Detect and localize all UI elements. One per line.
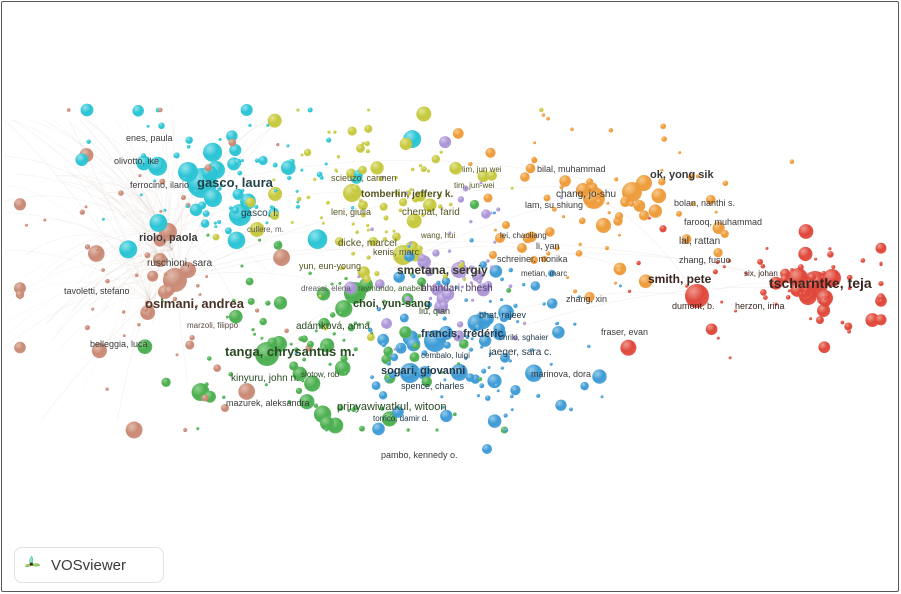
svg-text:mazurek, aleksandra: mazurek, aleksandra — [226, 398, 310, 408]
svg-text:bhandari, bhesh: bhandari, bhesh — [421, 283, 493, 294]
svg-text:kenis, marc: kenis, marc — [373, 247, 420, 257]
svg-text:yun, eun-young: yun, eun-young — [299, 261, 361, 271]
svg-text:raymundo, anabela: raymundo, anabela — [358, 284, 427, 293]
svg-text:spence, charles: spence, charles — [401, 381, 465, 391]
svg-text:lei, chaoliang: lei, chaoliang — [500, 231, 547, 240]
svg-text:zhang, fusuo: zhang, fusuo — [679, 255, 731, 265]
svg-text:farooq, muhammad: farooq, muhammad — [684, 217, 762, 227]
svg-text:sogari, giovanni: sogari, giovanni — [381, 365, 465, 377]
svg-text:herzon, irina: herzon, irina — [735, 301, 785, 311]
svg-text:slotow, rob: slotow, rob — [301, 370, 340, 379]
svg-text:chang, jo-shu: chang, jo-shu — [556, 189, 616, 200]
svg-text:smith, pete: smith, pete — [648, 272, 712, 286]
svg-text:bolan, nanthi s.: bolan, nanthi s. — [674, 198, 735, 208]
svg-text:fraser, evan: fraser, evan — [601, 327, 648, 337]
svg-text:adámková, anna: adámková, anna — [296, 321, 370, 332]
svg-text:lal, rattan: lal, rattan — [679, 236, 720, 247]
svg-text:gasco, laura: gasco, laura — [197, 175, 274, 190]
svg-text:marzoli, filippo: marzoli, filippo — [187, 321, 239, 330]
svg-text:tscharntke, teja: tscharntke, teja — [769, 275, 872, 291]
svg-text:dumont, b.: dumont, b. — [672, 301, 715, 311]
svg-text:kinyuru, john n.: kinyuru, john n. — [231, 373, 299, 384]
svg-text:wang, hui: wang, hui — [420, 231, 455, 240]
svg-text:tim, jun-wei: tim, jun-wei — [454, 181, 495, 190]
svg-text:smetana, sergiy: smetana, sergiy — [397, 263, 488, 277]
svg-text:belleggia, luca: belleggia, luca — [90, 339, 148, 349]
svg-text:enes, paula: enes, paula — [126, 133, 173, 143]
svg-text:riolo, paola: riolo, paola — [139, 232, 199, 244]
svg-text:leni, giulia: leni, giulia — [331, 207, 371, 217]
svg-text:cembalo, luigi: cembalo, luigi — [421, 351, 470, 360]
svg-text:prinyawiwatkul, witoon: prinyawiwatkul, witoon — [337, 401, 446, 413]
svg-text:zhang, xin: zhang, xin — [566, 294, 607, 304]
svg-text:liu, qian: liu, qian — [419, 306, 450, 316]
svg-text:marinova, dora: marinova, dora — [531, 369, 591, 379]
svg-text:metian, marc: metian, marc — [521, 269, 567, 278]
svg-text:tomberlin, jeffery k.: tomberlin, jeffery k. — [361, 189, 453, 200]
svg-text:chriki, sghaier: chriki, sghaier — [499, 333, 549, 342]
svg-text:gasco, l.: gasco, l. — [241, 208, 278, 219]
svg-text:tavoletti, stefano: tavoletti, stefano — [64, 286, 130, 296]
svg-text:ok, yong sik: ok, yong sik — [650, 169, 714, 181]
svg-text:pambo, kennedy o.: pambo, kennedy o. — [381, 450, 458, 460]
svg-text:scieuzo, carmen: scieuzo, carmen — [331, 173, 397, 183]
svg-text:lam, su shiung: lam, su shiung — [525, 200, 583, 210]
svg-text:bhat, rajeev: bhat, rajeev — [479, 310, 527, 320]
svg-text:osimani, andrea: osimani, andrea — [145, 296, 245, 311]
svg-text:francis, frédéric: francis, frédéric — [421, 328, 504, 340]
svg-text:bilal, muhammad: bilal, muhammad — [537, 164, 606, 174]
svg-text:jaeger, sara c.: jaeger, sara c. — [488, 347, 552, 358]
svg-text:tanga, chrysantus m.: tanga, chrysantus m. — [225, 344, 355, 359]
svg-text:torrico, damir d.: torrico, damir d. — [373, 414, 429, 423]
svg-text:olivotto, ike: olivotto, ike — [114, 156, 159, 166]
svg-text:dreassi, elena: dreassi, elena — [301, 284, 351, 293]
svg-text:lim, jun wei: lim, jun wei — [462, 165, 502, 174]
svg-text:schreiner, monika: schreiner, monika — [497, 254, 568, 264]
svg-text:ferrocino, ilario: ferrocino, ilario — [130, 180, 189, 190]
svg-text:li, yan: li, yan — [536, 241, 560, 251]
svg-text:cullere, m.: cullere, m. — [247, 225, 284, 234]
svg-text:ruschioni, sara: ruschioni, sara — [147, 258, 212, 269]
svg-text:chemat, farid: chemat, farid — [402, 207, 460, 218]
